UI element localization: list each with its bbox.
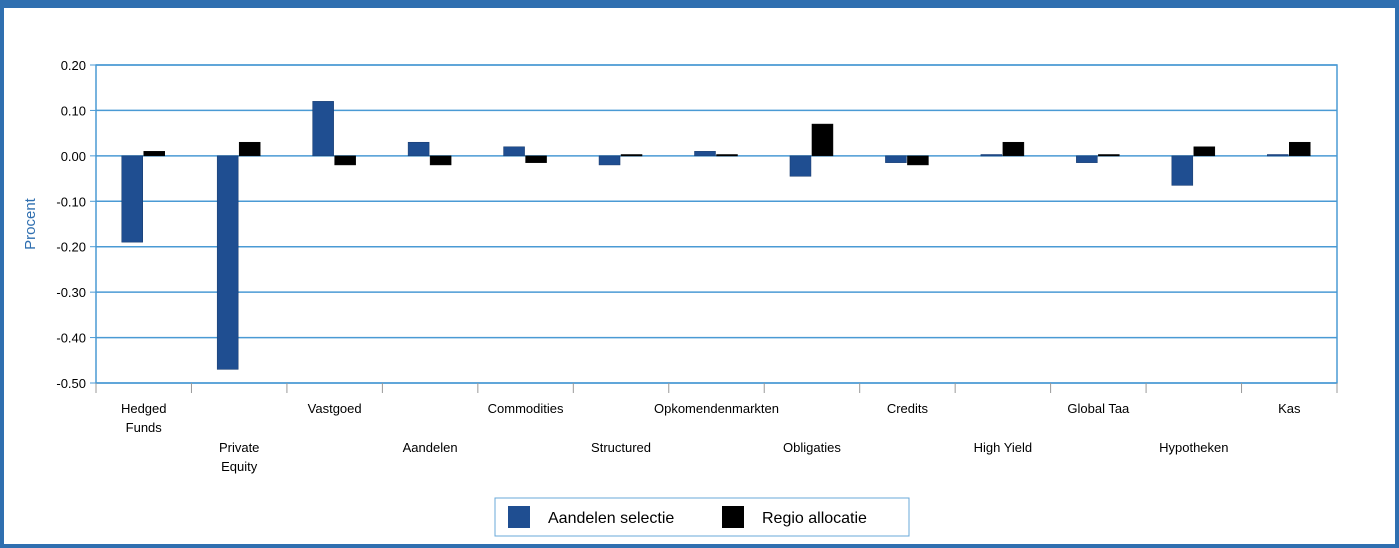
y-tick-label: 0.10: [61, 103, 86, 118]
bar-regio-allocatie: [620, 154, 643, 157]
y-tick-label: -0.30: [56, 285, 86, 300]
legend: Aandelen selectie Regio allocatie: [494, 497, 910, 537]
x-tick-label: Opkomendenmarkten: [654, 401, 779, 416]
y-tick-label: -0.50: [56, 376, 86, 391]
x-tick-label: Obligaties: [783, 440, 841, 455]
bar-aandelen-selectie: [1171, 155, 1194, 186]
gridlines: [95, 64, 1338, 384]
x-tick-label: Private: [219, 440, 259, 455]
bar-aandelen-selectie: [216, 155, 239, 370]
bar-aandelen-selectie: [121, 155, 143, 243]
y-axis-label: Procent: [22, 197, 39, 250]
y-tick-label: -0.40: [56, 331, 86, 346]
bar-regio-allocatie: [429, 155, 452, 166]
x-tick-label: Credits: [887, 401, 929, 416]
plot-border: [95, 64, 1338, 384]
legend-label-aandelen-selectie: Aandelen selectie: [548, 510, 674, 527]
bar-regio-allocatie: [1289, 141, 1311, 157]
legend-label-regio-allocatie: Regio allocatie: [762, 510, 867, 527]
x-axis-ticks: Hedged Funds Private Equity Vastgoed Aandelen…: [95, 383, 1338, 474]
bar-aandelen-selectie: [1267, 154, 1289, 157]
bar-aandelen-selectie: [885, 155, 907, 163]
bar-regio-allocatie: [238, 141, 261, 157]
x-tick-label: Commodities: [488, 401, 564, 416]
bar-aandelen-selectie: [312, 101, 334, 157]
x-tick-label: Vastgoed: [308, 401, 362, 416]
x-tick-label: Global Taa: [1067, 401, 1130, 416]
y-tick-label: 0.20: [61, 58, 86, 73]
bar-regio-allocatie: [1002, 141, 1025, 157]
bar-regio-allocatie: [811, 123, 834, 157]
bar-aandelen-selectie: [1076, 155, 1098, 163]
y-axis-ticks: 0.20 0.10 0.00 -0.10 -0.20 -0.30 -0.40 -0.50: [56, 58, 96, 391]
bar-aandelen-selectie: [598, 155, 621, 166]
x-tick-label: Aandelen: [403, 440, 458, 455]
bar-aandelen-selectie: [407, 141, 430, 157]
bar-regio-allocatie: [1098, 154, 1120, 157]
x-tick-label: Kas: [1278, 401, 1301, 416]
legend-swatch-regio-allocatie: [722, 506, 744, 528]
bars: [121, 101, 1311, 370]
y-tick-label: -0.10: [56, 194, 86, 209]
legend-box: [494, 497, 910, 537]
bar-aandelen-selectie: [789, 155, 812, 177]
y-tick-label: -0.20: [56, 240, 86, 255]
bar-regio-allocatie: [334, 155, 356, 166]
bar-regio-allocatie: [907, 155, 929, 166]
bar-regio-allocatie: [143, 151, 165, 157]
bar-regio-allocatie: [1193, 146, 1216, 157]
x-tick-label: High Yield: [974, 440, 1033, 455]
top-bar: [0, 0, 1399, 8]
y-tick-label: 0.00: [61, 149, 86, 164]
bar-regio-allocatie: [716, 154, 738, 157]
x-tick-label: Hedged: [121, 401, 167, 416]
bar-aandelen-selectie: [694, 151, 716, 157]
bar-regio-allocatie: [525, 155, 547, 163]
x-tick-label: Equity: [221, 459, 258, 474]
x-tick-label: Funds: [126, 420, 163, 435]
bar-aandelen-selectie: [503, 146, 525, 157]
x-tick-label: Structured: [591, 440, 651, 455]
x-tick-label: Hypotheken: [1159, 440, 1228, 455]
legend-swatch-aandelen-selectie: [508, 506, 530, 528]
bar-aandelen-selectie: [980, 154, 1003, 157]
